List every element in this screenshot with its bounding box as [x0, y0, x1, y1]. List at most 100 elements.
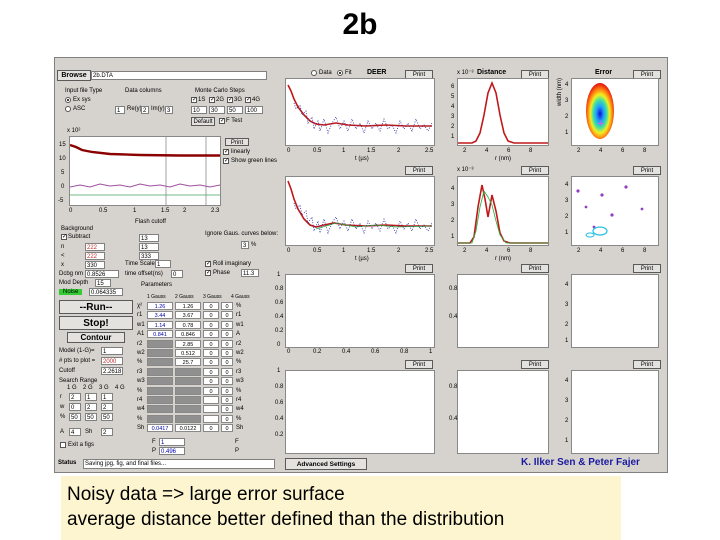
search-cell[interactable]: 50 [85, 413, 97, 421]
mod-depth-field[interactable]: 15 [95, 279, 111, 287]
mc-2g-checkbox[interactable]: ✓ [209, 97, 216, 103]
data-radio[interactable] [311, 70, 317, 76]
param-cell[interactable]: 0 [221, 330, 233, 339]
search-cell[interactable]: 4 [69, 428, 81, 436]
param-cell[interactable]: 0 [221, 386, 233, 395]
mc-4g-checkbox[interactable]: ✓ [245, 97, 252, 103]
print-distance-4-button[interactable]: Print [521, 360, 549, 369]
param-cell[interactable] [175, 367, 201, 376]
param-cell[interactable] [147, 386, 173, 395]
search-cell[interactable]: 50 [69, 413, 81, 421]
param-cell[interactable] [147, 367, 173, 376]
bg-field-1[interactable]: 222 [85, 252, 105, 260]
param-cell[interactable]: 0 [203, 424, 219, 433]
param-cell[interactable]: 0 [221, 358, 233, 367]
param-cell[interactable] [203, 396, 219, 404]
param-cell[interactable]: 1.14 [147, 320, 173, 329]
p-field[interactable]: 0.496 [159, 447, 185, 455]
param-cell[interactable]: 0 [203, 311, 219, 320]
exit-figs-checkbox[interactable] [60, 442, 66, 448]
mc-3g-steps[interactable]: 50 [227, 106, 243, 114]
noise-field[interactable]: 0.064335 [89, 288, 123, 296]
param-cell[interactable]: 0 [203, 377, 219, 386]
print-deer-4-button[interactable]: Print [405, 360, 433, 369]
param-cell[interactable] [147, 396, 173, 404]
mc-1s-steps[interactable]: 10 [191, 106, 207, 114]
search-cell[interactable]: 2 [69, 393, 81, 401]
search-cell[interactable]: 2 [101, 428, 113, 436]
subtract-checkbox[interactable]: ✓ [61, 234, 68, 240]
mc-1s-checkbox[interactable]: ✓ [191, 97, 198, 103]
param-cell[interactable] [203, 405, 219, 414]
param-cell[interactable] [203, 414, 219, 423]
param-cell[interactable] [175, 377, 201, 386]
browse-button[interactable]: Browse [57, 70, 91, 81]
cutoff-field-1[interactable]: 13 [139, 243, 159, 251]
contour-button[interactable]: Contour [67, 332, 125, 343]
param-cell[interactable] [175, 405, 201, 414]
file-path-field[interactable]: 2b.DTA [91, 71, 267, 80]
cutoff-field-2[interactable]: 333 [139, 252, 159, 260]
param-cell[interactable]: 25.7 [175, 358, 201, 367]
param-cell[interactable]: 0.0122 [175, 424, 201, 433]
param-cell[interactable]: 3.67 [175, 311, 201, 320]
advanced-settings-button[interactable]: Advanced Settings [285, 458, 367, 470]
im-column-field[interactable]: 3 [165, 106, 173, 114]
pts-field[interactable]: 2000 [101, 357, 123, 365]
param-cell[interactable]: 0 [221, 377, 233, 386]
param-cell[interactable] [147, 358, 173, 367]
param-cell[interactable] [147, 377, 173, 386]
phase-field[interactable]: 11.3 [241, 269, 259, 277]
ftest-checkbox[interactable]: ✓ [219, 118, 226, 124]
param-cell[interactable]: 0 [203, 302, 219, 310]
bg-field-0[interactable]: 222 [85, 243, 105, 251]
param-cell[interactable]: 3.44 [147, 311, 173, 320]
param-cell[interactable]: 0.846 [175, 330, 201, 339]
param-cell[interactable] [147, 349, 173, 357]
param-cell[interactable] [175, 386, 201, 395]
param-cell[interactable]: 0 [221, 320, 233, 329]
print-error-2-button[interactable]: Print [633, 166, 661, 175]
param-cell[interactable]: 0 [221, 424, 233, 433]
re-column-field[interactable]: 2 [141, 106, 149, 114]
mc-3g-checkbox[interactable]: ✓ [227, 97, 234, 103]
roll-imaginary-checkbox[interactable]: ✓ [205, 261, 212, 267]
mc-4g-steps[interactable]: 100 [245, 106, 263, 114]
param-cell[interactable] [147, 339, 173, 348]
print-distance-3-button[interactable]: Print [521, 264, 549, 273]
param-cell[interactable]: 0 [203, 339, 219, 348]
bg-field-2[interactable]: 330 [85, 261, 105, 269]
model-field[interactable]: 1 [101, 347, 123, 355]
time-scale-field[interactable]: 1 [155, 260, 171, 268]
default-button[interactable]: Default [191, 117, 215, 126]
f-field[interactable]: 1 [159, 438, 185, 446]
ignore-field[interactable]: 3 [241, 241, 249, 249]
param-cell[interactable]: 0 [203, 367, 219, 376]
search-cell[interactable]: 50 [101, 413, 113, 421]
search-cell[interactable]: 2 [85, 403, 97, 411]
param-cell[interactable] [147, 405, 173, 414]
param-cell[interactable]: 0 [221, 302, 233, 310]
param-cell[interactable] [147, 414, 173, 423]
param-cell[interactable]: 0 [221, 311, 233, 320]
param-cell[interactable] [175, 414, 201, 423]
show-green-checkbox[interactable]: ✓ [223, 158, 230, 164]
param-cell[interactable]: 1.26 [147, 302, 173, 310]
x-column-field[interactable]: 1 [115, 106, 125, 114]
param-cell[interactable]: 0 [203, 320, 219, 329]
asc-radio[interactable] [65, 106, 71, 112]
param-cell[interactable]: 0.0417 [147, 424, 173, 433]
exsys-radio[interactable] [65, 97, 71, 103]
param-cell[interactable]: 0 [221, 367, 233, 376]
print-deer-3-button[interactable]: Print [405, 264, 433, 273]
print-raw-button[interactable]: Print [225, 138, 249, 146]
param-cell[interactable]: 0 [203, 330, 219, 339]
param-cell[interactable]: 1.26 [175, 302, 201, 310]
linearly-checkbox[interactable]: ✓ [223, 149, 230, 155]
print-error-4-button[interactable]: Print [633, 360, 661, 369]
param-cell[interactable]: 0 [221, 349, 233, 357]
time-offset-field[interactable]: 0 [171, 270, 183, 278]
phase-checkbox[interactable]: ✓ [205, 270, 212, 276]
param-cell[interactable]: 0.512 [175, 349, 201, 357]
param-cell[interactable]: 0 [203, 386, 219, 395]
